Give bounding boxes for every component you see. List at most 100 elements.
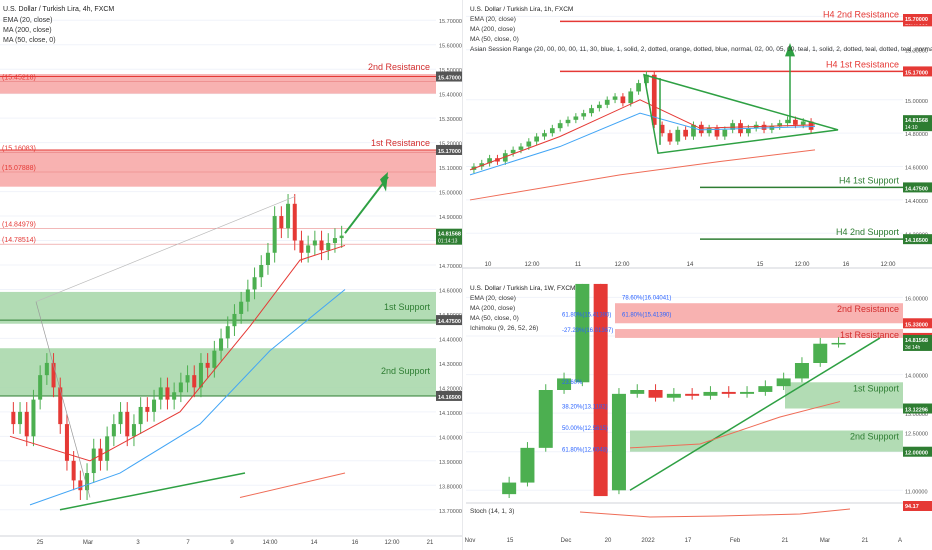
- countdown-text: 14:10: [905, 125, 918, 131]
- zone-price-tag: [436, 71, 462, 82]
- candle-body: [125, 411, 130, 437]
- candle-body: [597, 104, 602, 109]
- candle-body: [479, 163, 485, 167]
- projection-arrow-head: [785, 43, 795, 57]
- candle-body: [245, 289, 250, 302]
- zone-label: 1st Support: [384, 302, 431, 312]
- trend-line: [629, 337, 881, 491]
- y-tick-label: 16.00000: [905, 296, 928, 302]
- candle-body: [265, 252, 270, 265]
- tr-symbol-title: U.S. Dollar / Turkish Lira, 1h, FXCM: [470, 6, 573, 13]
- zone-price-tag-text: 13.12296: [905, 408, 928, 414]
- candle-body: [332, 238, 337, 243]
- candle-body: [319, 240, 324, 251]
- ma200-line: [629, 401, 841, 449]
- candle-body: [612, 96, 618, 100]
- candle-body: [205, 362, 210, 368]
- candle-body: [24, 411, 29, 437]
- x-tick-label: 14: [687, 262, 694, 268]
- candle-body: [800, 121, 806, 125]
- y-tick-label: 14.60000: [439, 288, 462, 294]
- zone-price-tag: [436, 390, 462, 401]
- support-zone: [785, 382, 903, 409]
- x-tick-label: Dec: [561, 538, 572, 544]
- last-price-text: 14.81568: [905, 338, 928, 344]
- candle-body: [252, 277, 257, 290]
- ema-line: [9, 244, 346, 462]
- level-price-tag: [903, 66, 932, 77]
- x-tick-label: 16: [843, 262, 850, 268]
- candle-body: [628, 91, 634, 104]
- indicator-label: MA (200, close): [470, 26, 515, 33]
- candle-body: [685, 393, 700, 396]
- x-tick-label: 12:00: [880, 262, 896, 268]
- candle-body: [683, 129, 688, 137]
- candle-body: [502, 482, 517, 495]
- ma50-line: [29, 289, 346, 506]
- level-label: H4 1st Support: [839, 175, 900, 185]
- zone-price-tag-text: 14.47500: [438, 319, 461, 325]
- left-price-axis: [436, 0, 462, 550]
- zone-price-tag-text: 15.33000: [905, 322, 928, 328]
- candle-body: [11, 411, 16, 425]
- candle-body: [648, 390, 663, 398]
- stoch-tag-text: 94.17: [905, 504, 919, 510]
- candle-body: [118, 411, 123, 425]
- x-tick-label: 20: [605, 538, 612, 544]
- zone-label: 2nd Resistance: [368, 62, 430, 72]
- candle-body: [339, 235, 344, 239]
- candle-body: [232, 313, 237, 327]
- left-symbol-title: U.S. Dollar / Turkish Lira, 4h, FXCM: [3, 6, 114, 13]
- y-tick-label: 15.50000: [439, 68, 462, 74]
- x-tick-label: 25: [37, 540, 44, 546]
- candle-body: [518, 146, 524, 150]
- candle-body: [487, 158, 492, 164]
- y-tick-label: 14.40000: [905, 199, 928, 205]
- y-tick-label: 15.00000: [905, 99, 928, 105]
- candle-body: [549, 128, 555, 134]
- fib-label: -27.20%(16.01367): [562, 328, 613, 334]
- candle-body: [526, 141, 532, 147]
- x-tick-label: Nov: [465, 538, 476, 544]
- y-tick-label: 14.00000: [905, 374, 928, 380]
- candle-body: [510, 149, 516, 154]
- y-tick-label: 14.60000: [905, 166, 928, 172]
- resistance-zone: [615, 303, 903, 324]
- candle-body: [306, 245, 311, 253]
- candle-body: [286, 203, 291, 229]
- level-label: H4 2nd Support: [836, 227, 900, 237]
- candle-body: [138, 406, 143, 425]
- level-price-tag: [903, 234, 932, 245]
- candle-body: [225, 326, 230, 339]
- candle-body: [630, 390, 645, 394]
- y-tick-label: 14.70000: [439, 264, 462, 270]
- candle-body: [740, 391, 755, 394]
- candle-body: [31, 399, 36, 437]
- resistance-zone: [0, 149, 436, 187]
- candle-body: [292, 203, 297, 241]
- x-tick-label: 17: [685, 538, 692, 544]
- candle-body: [71, 460, 76, 481]
- candle-body: [326, 242, 331, 251]
- candle-body: [58, 387, 63, 425]
- candle-body: [239, 301, 244, 314]
- y-tick-label: 15.60000: [439, 44, 462, 50]
- candle-body: [808, 121, 814, 130]
- x-tick-label: 10: [485, 262, 492, 268]
- x-tick-label: Feb: [730, 538, 741, 544]
- zone-label: 1st Support: [853, 383, 900, 393]
- ma200-line: [469, 149, 816, 201]
- candle-body: [831, 342, 846, 345]
- candle-body: [746, 128, 751, 134]
- x-tick-label: 15: [757, 262, 764, 268]
- resistance-zone: [0, 74, 436, 94]
- candle-body: [714, 128, 720, 137]
- indicator-label: MA (50, close, 0): [470, 36, 519, 43]
- x-tick-label: 12:00: [524, 262, 540, 268]
- zone-price-tag-text: 15.47000: [438, 76, 461, 82]
- fib-label: 23.60%: [562, 380, 583, 386]
- x-tick-label: 14: [311, 540, 318, 546]
- zone-label: 2nd Resistance: [837, 304, 899, 314]
- forecast-arrow: [344, 176, 389, 234]
- candle-body: [777, 123, 783, 127]
